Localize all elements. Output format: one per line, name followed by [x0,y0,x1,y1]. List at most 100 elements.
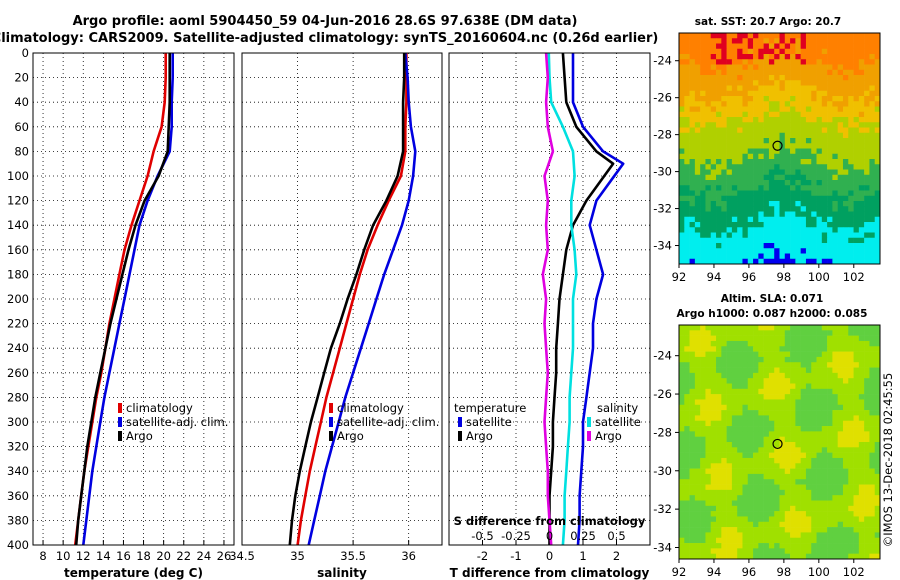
map-cell [784,495,791,501]
map-cell [832,548,838,554]
map-cell [774,132,780,139]
map-cell [726,48,733,55]
map-cell [795,38,801,44]
map-cell [768,243,775,249]
map-cell [805,335,812,342]
map-cell [874,106,881,113]
map-cell [805,180,812,186]
map-cell [784,431,791,437]
map-cell [705,500,712,507]
map-cell [763,206,770,212]
map-cell [805,248,812,254]
map-cell [795,237,801,244]
map-cell [689,388,696,395]
map-cell [800,505,807,512]
map-cell [774,111,780,118]
map-cell [774,64,780,71]
map-cell [731,216,738,223]
map-cell [731,43,738,50]
map-cell [753,415,759,422]
map-cell [837,38,844,44]
map-cell [747,122,754,128]
map-cell [779,404,786,411]
map-cell [811,325,817,331]
map-cell [832,468,838,475]
map-cell [784,222,791,228]
map-cell [726,43,733,50]
map-cell [832,511,838,517]
map-cell [726,222,733,228]
map-cell [837,69,844,76]
map-cell [784,232,791,239]
map-cell [853,553,860,560]
map-cell [869,420,876,427]
map-cell [821,431,828,437]
map-cell [721,195,727,202]
map-cell [763,356,770,363]
map-cell [779,484,786,491]
map-cell [842,248,849,254]
map-cell [837,127,844,134]
map-cell [858,527,865,533]
map-cell [842,372,849,379]
map-cell [811,489,817,496]
map-cell [684,378,690,384]
map-cell [869,489,876,496]
map-cell [821,505,828,512]
map-cell [874,394,881,400]
map-cell [805,367,812,374]
map-cell [679,253,685,260]
map-cell [679,473,685,480]
map-cell [710,111,717,118]
map-cell [790,404,796,411]
map-cell [689,243,696,249]
map-cell [710,426,717,432]
map-cell [684,394,690,400]
map-cell [721,153,727,160]
map-cell [853,96,860,102]
map-cell [805,127,812,134]
map-cell [742,463,749,469]
map-cell [858,180,865,186]
map-cell [869,340,876,347]
map-cell [832,216,838,223]
map-cell [790,101,796,107]
map-cell [827,500,833,507]
map-cell [753,356,759,363]
map-y-tick-label: -30 [653,464,672,478]
map-cell [790,356,796,363]
map-cell [864,75,870,81]
map-cell [742,90,749,97]
map-cell [694,59,701,65]
map-cell [694,527,701,533]
map-cell [742,489,749,496]
map-cell [747,69,754,76]
map-cell [710,169,717,176]
map-cell [805,38,812,44]
map-cell [795,367,801,374]
map-cell [758,447,764,453]
map-cell [684,463,690,469]
map-cell [705,537,712,544]
map-cell [805,75,812,81]
map-cell [832,237,838,244]
map-cell [790,532,796,539]
map-cell [874,404,881,411]
map-cell [800,164,807,170]
map-cell [805,159,812,165]
map-cell [753,362,759,368]
map-cell [779,201,786,207]
map-cell [848,394,854,400]
map-cell [737,248,743,254]
map-cell [827,201,833,207]
map-cell [774,521,780,528]
map-cell [837,457,844,464]
map-cell [705,190,712,197]
map-cell [753,185,759,191]
map-cell [700,484,706,491]
map-cell [805,548,812,554]
x-tick-label: 2 [613,549,620,563]
map-cell [737,479,743,485]
map-cell [763,388,770,395]
map-cell [811,190,817,197]
